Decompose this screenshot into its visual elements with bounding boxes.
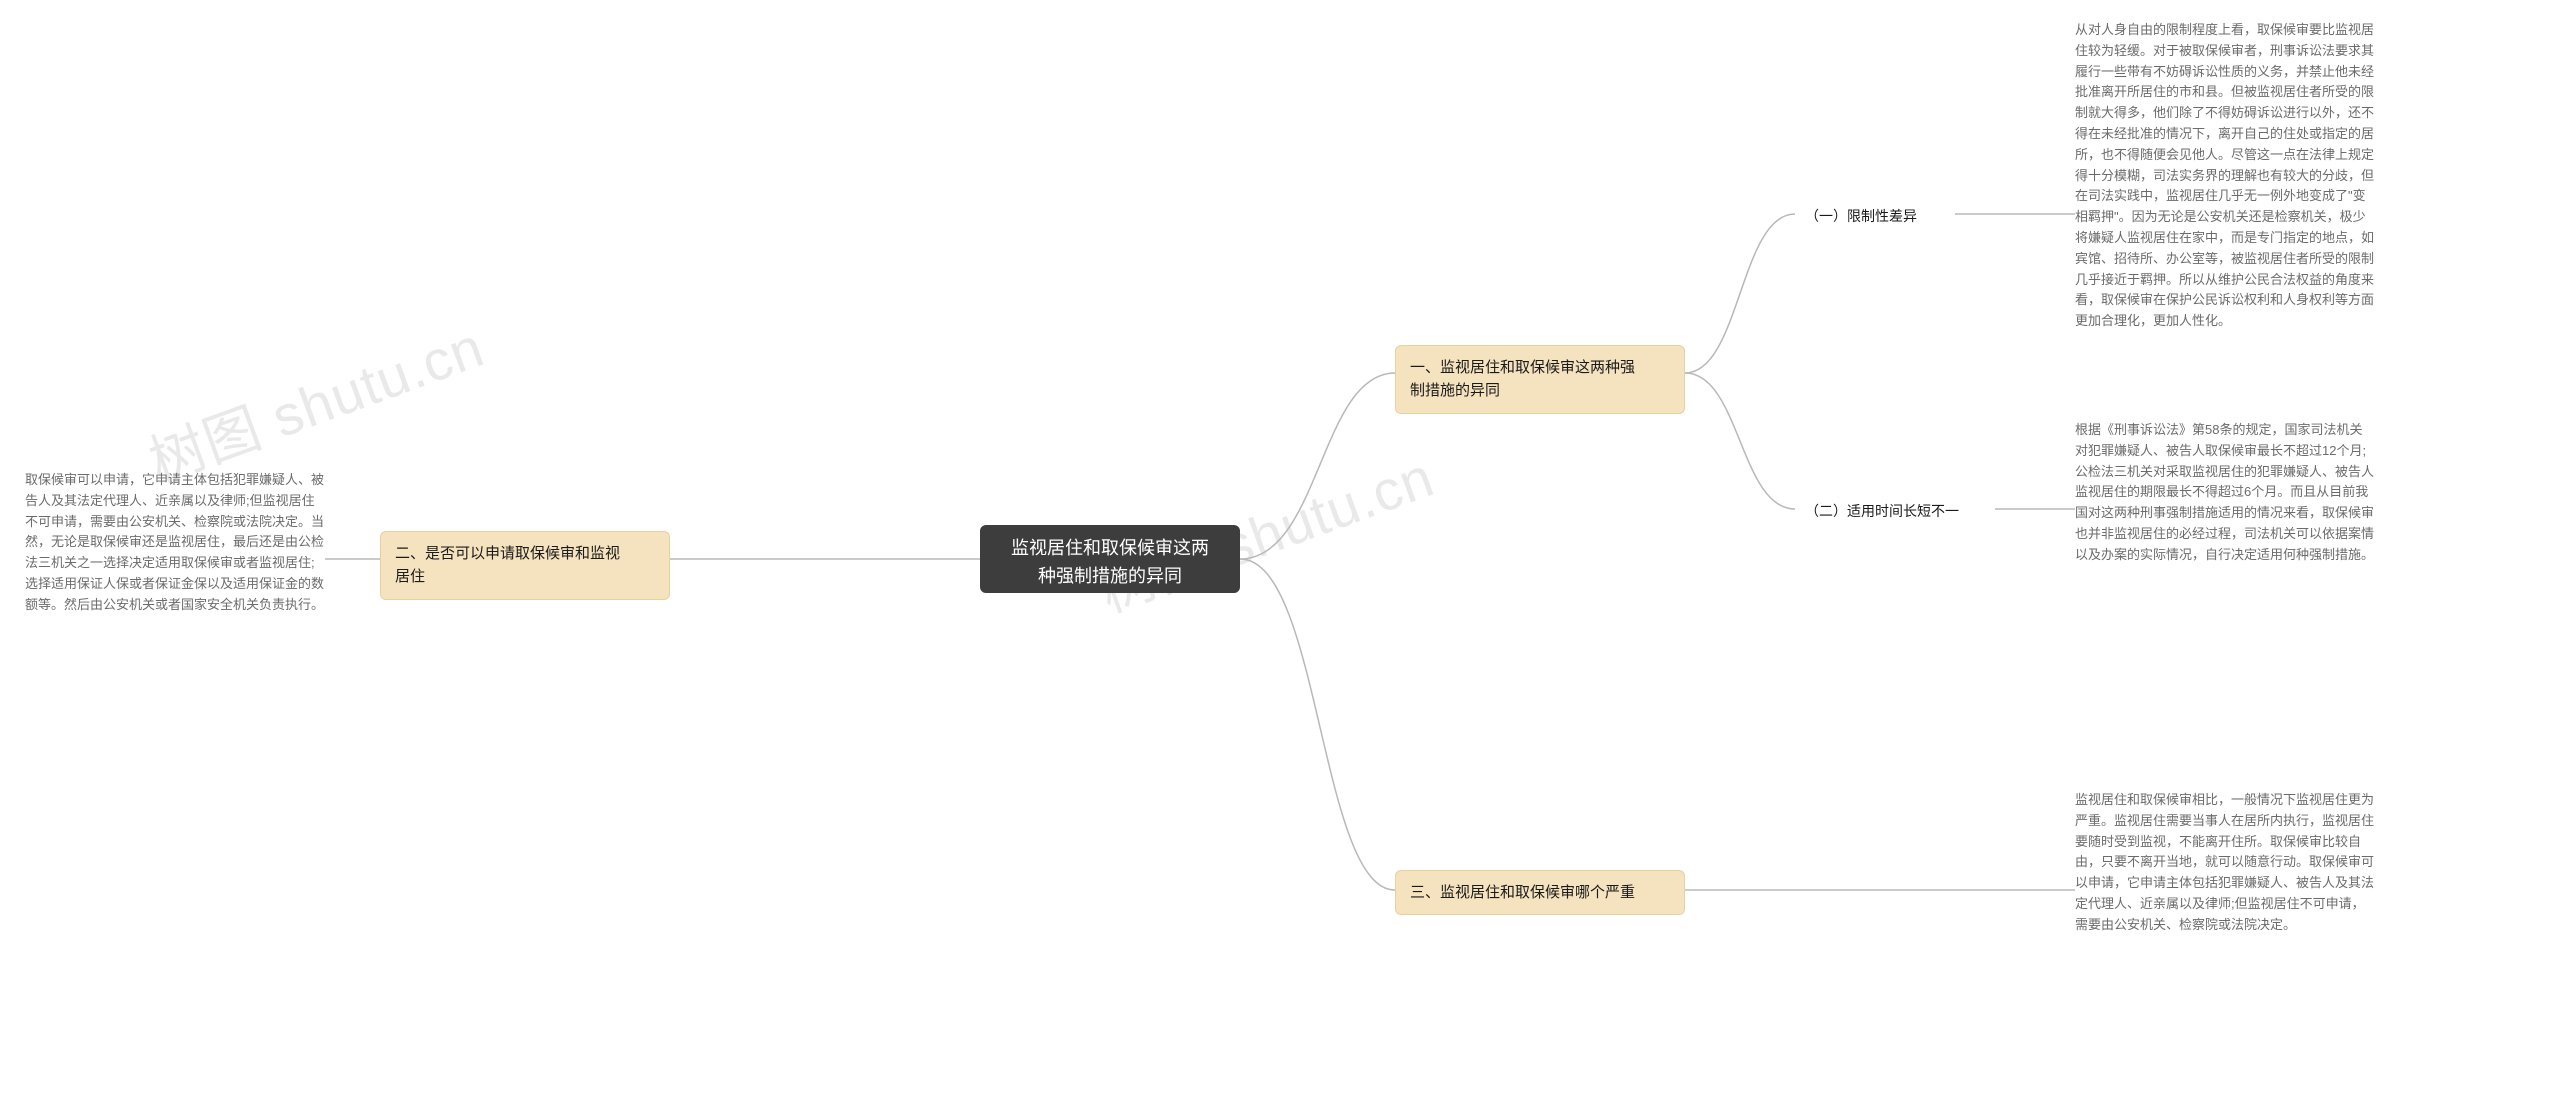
leaf-1: 从对人身自由的限制程度上看，取保候审要比监视居住较为轻缓。对于被取保候审者，刑事… (2075, 20, 2375, 332)
root-line2: 种强制措施的异同 (1038, 566, 1182, 586)
branch-3[interactable]: 三、监视居住和取保候审哪个严重 (1395, 870, 1685, 915)
root-line1: 监视居住和取保候审这两 (1011, 538, 1209, 558)
leaf-2: 根据《刑事诉讼法》第58条的规定，国家司法机关对犯罪嫌疑人、被告人取保候审最长不… (2075, 420, 2375, 566)
sub-1[interactable]: （一）限制性差异 (1795, 200, 1955, 234)
root-node[interactable]: 监视居住和取保候审这两 种强制措施的异同 (980, 525, 1240, 593)
branch-3-text: 三、监视居住和取保候审哪个严重 (1410, 884, 1635, 901)
leaf-3: 监视居住和取保候审相比，一般情况下监视居住更为严重。监视居住需要当事人在居所内执… (2075, 790, 2375, 936)
branch-1-line1: 一、监视居住和取保候审这两种强 (1410, 359, 1635, 376)
branch-1-line2: 制措施的异同 (1410, 382, 1500, 399)
sub-2[interactable]: （二）适用时间长短不一 (1795, 495, 1995, 529)
branch-2-line2: 居住 (395, 568, 425, 585)
branch-1[interactable]: 一、监视居住和取保候审这两种强 制措施的异同 (1395, 345, 1685, 414)
leaf-4: 取保候审可以申请，它申请主体包括犯罪嫌疑人、被告人及其法定代理人、近亲属以及律师… (25, 470, 325, 616)
branch-2[interactable]: 二、是否可以申请取保候审和监视 居住 (380, 531, 670, 600)
branch-2-line1: 二、是否可以申请取保候审和监视 (395, 545, 620, 562)
sub-2-text: （二）适用时间长短不一 (1805, 503, 1959, 519)
sub-1-text: （一）限制性差异 (1805, 208, 1917, 224)
